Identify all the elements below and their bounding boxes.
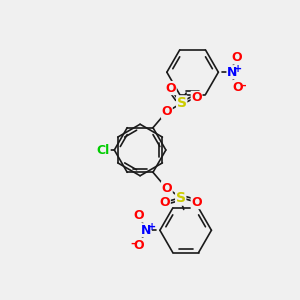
Text: -: -: [131, 239, 136, 249]
Text: O: O: [134, 238, 144, 252]
Text: O: O: [191, 196, 202, 208]
Text: Cl: Cl: [97, 143, 110, 157]
Text: N: N: [141, 224, 151, 237]
Text: O: O: [160, 196, 170, 208]
Text: O: O: [161, 182, 172, 195]
Text: +: +: [148, 222, 156, 232]
Text: +: +: [234, 64, 242, 74]
Text: O: O: [161, 105, 172, 118]
Text: O: O: [191, 92, 202, 104]
Text: -: -: [242, 81, 246, 91]
Text: S: S: [176, 191, 186, 205]
Text: O: O: [233, 81, 244, 94]
Text: O: O: [166, 82, 176, 94]
Text: O: O: [134, 209, 144, 222]
Text: O: O: [231, 51, 242, 64]
Text: S: S: [177, 96, 187, 110]
Text: N: N: [227, 66, 237, 79]
